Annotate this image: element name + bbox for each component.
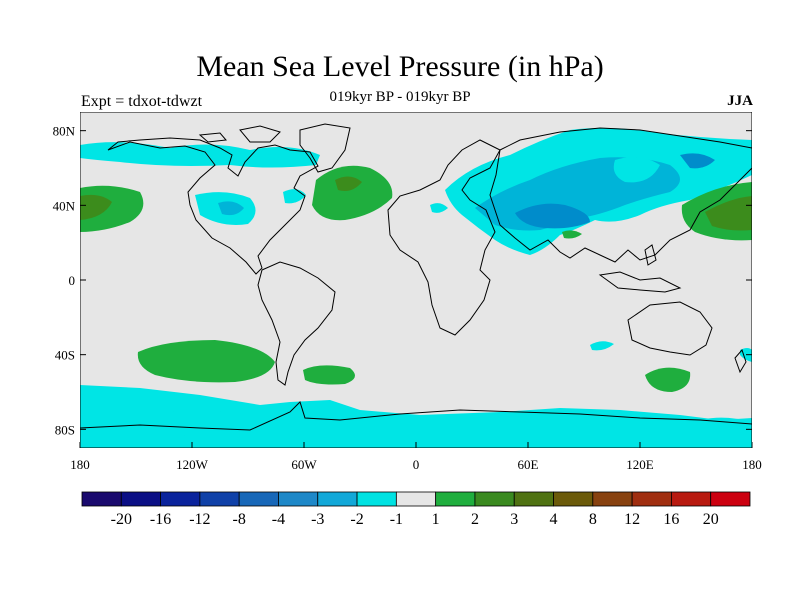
colorbar-label: -8	[233, 511, 246, 528]
colorbar-label: -4	[272, 511, 285, 528]
north-atlantic-positive-region	[312, 165, 393, 221]
lon-tick-label: 120W	[176, 457, 209, 472]
northern-siberia-negative-core	[680, 153, 715, 169]
coastlines	[80, 123, 752, 431]
pressure-anomaly-field	[80, 127, 752, 448]
colorbar-swatch	[160, 491, 201, 507]
colorbar-swatch	[395, 491, 437, 507]
lon-tick-label: 0	[413, 457, 420, 472]
australia-coastline	[627, 301, 713, 356]
south-america-coastline	[257, 261, 336, 386]
colorbar-swatch	[238, 491, 279, 507]
colorbar-swatch	[81, 491, 122, 507]
southern-ocean-negative-region	[80, 385, 752, 448]
colorbar-swatch	[553, 491, 594, 507]
lat-tick-label: 0	[69, 273, 76, 288]
colorbar-swatch	[435, 491, 476, 507]
colorbar-swatch	[631, 491, 672, 507]
south-atlantic-positive-region	[303, 365, 355, 385]
longitude-axis: 180 120W 60W 0 60E 120E 180	[70, 442, 762, 472]
south-australia-negative-patch	[590, 341, 614, 351]
colorbar-label: -3	[311, 511, 324, 528]
lon-tick-label: 60W	[291, 457, 317, 472]
lat-tick-label: 40N	[53, 198, 76, 213]
colorbar-swatch	[356, 491, 397, 507]
colorbar-swatch	[278, 491, 319, 507]
colorbar-label: 8	[589, 511, 597, 528]
experiment-label: Expt = tdxot-tdwzt	[81, 93, 203, 110]
north-pacific-west-positive-core	[80, 194, 112, 220]
lon-tick-label: 180	[742, 457, 762, 472]
antarctica-coastline	[80, 401, 752, 431]
north-atlantic-positive-core	[335, 176, 362, 191]
asia-coastline	[489, 127, 752, 263]
colorbar-label: 1	[432, 511, 440, 528]
map-plot	[80, 112, 752, 448]
africa-europe-coastline	[387, 139, 501, 336]
north-pacific-negative-patch	[150, 148, 170, 158]
colorbar-swatch	[199, 491, 240, 507]
subtitle: 019kyr BP - 019kyr BP	[329, 89, 471, 105]
north-pacific-east-positive-core	[705, 196, 752, 231]
arctic-islands-coastline	[198, 125, 281, 143]
season-label: JJA	[727, 93, 753, 109]
north-america-negative-core	[218, 201, 244, 216]
colorbar-swatch	[513, 491, 554, 507]
colorbar-swatch	[592, 491, 633, 507]
central-asia-inner-patch	[613, 156, 660, 183]
colorbar-label: -1	[390, 511, 403, 528]
south-indian-positive-region	[645, 367, 691, 392]
colorbar-label: -12	[189, 511, 210, 528]
colorbar-label: -2	[350, 511, 363, 528]
mediterranean-negative-patch	[430, 203, 448, 213]
lat-tick-label: 40S	[55, 348, 75, 363]
lat-tick-label: 80N	[53, 124, 76, 139]
latitude-axis: 80N 40N 0 40S 80S	[53, 124, 752, 437]
colorbar-label: 16	[663, 511, 679, 528]
tibetan-plateau-negative-core	[515, 203, 590, 229]
arctic-negative-region	[80, 142, 320, 168]
colorbar-swatch	[671, 491, 712, 507]
lon-tick-label: 180	[70, 457, 90, 472]
colorbar-label: -20	[111, 511, 132, 528]
greenland-coastline	[299, 123, 351, 173]
north-america-coastline	[107, 137, 319, 275]
colorbar-swatch	[710, 491, 751, 507]
colorbar-label: 3	[510, 511, 518, 528]
lat-tick-label: 80S	[55, 422, 75, 437]
colorbar-swatch	[474, 491, 515, 507]
south-asia-positive-patch	[562, 230, 582, 239]
colorbar-swatch	[120, 491, 161, 507]
colorbar-label: 20	[703, 511, 719, 528]
colorbar: -20 -16 -12 -8 -4 -3 -2 -1 1 2 3 4 8 12 16 20	[81, 491, 751, 528]
south-pacific-positive-region	[137, 340, 275, 383]
lon-tick-label: 60E	[518, 457, 539, 472]
new-zealand-coastline	[734, 349, 747, 374]
south-pacific-negative-region	[80, 411, 253, 437]
southeast-indian-negative-patch	[685, 417, 752, 443]
page-title: Mean Sea Level Pressure (in hPa)	[196, 50, 604, 83]
colorbar-label: -16	[150, 511, 171, 528]
colorbar-label: 12	[624, 511, 640, 528]
colorbar-label: 4	[550, 511, 558, 528]
colorbar-swatch	[317, 491, 358, 507]
colorbar-label: 2	[471, 511, 479, 528]
southeast-asia-islands-coastline	[598, 244, 682, 293]
lon-tick-label: 120E	[626, 457, 654, 472]
